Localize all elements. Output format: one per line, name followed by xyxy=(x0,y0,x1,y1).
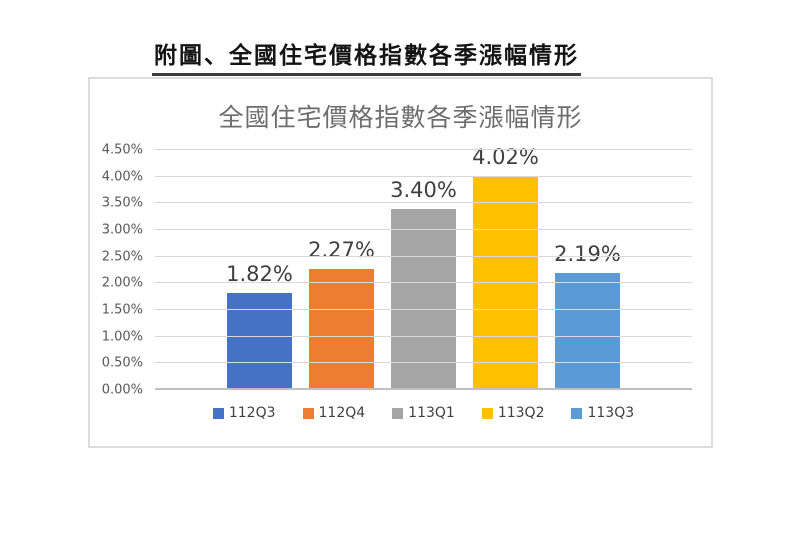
legend-label: 113Q2 xyxy=(497,405,545,421)
gridline xyxy=(155,175,692,177)
gridline xyxy=(155,309,692,310)
gridline xyxy=(155,282,692,284)
document-heading: 附圖、全國住宅價格指數各季漲幅情形 xyxy=(152,44,581,76)
data-label-113Q1: 3.40% xyxy=(390,177,457,202)
data-label-112Q4: 2.27% xyxy=(308,237,375,262)
chart-title: 全國住宅價格指數各季漲幅情形 xyxy=(218,103,583,132)
y-axis: 0.00% 0.50% 1.00% 1.50% 2.00% 2.50% 3.00% 3.50%… xyxy=(90,143,143,398)
y-axis-tick-label: 3.50% xyxy=(101,195,143,211)
legend-swatch-icon xyxy=(481,407,493,419)
legend-label: 113Q1 xyxy=(408,405,455,421)
gridline xyxy=(155,229,692,230)
gridline xyxy=(155,202,692,204)
y-axis-tick-label: 2.50% xyxy=(101,249,143,265)
gridline xyxy=(155,335,692,337)
y-axis-tick-label: 4.50% xyxy=(101,142,143,158)
gridline xyxy=(155,149,692,150)
legend-item-112Q4: 112Q4 xyxy=(302,405,366,421)
y-axis-tick-label: 1.00% xyxy=(101,329,143,345)
bar-112Q4 xyxy=(309,268,374,390)
bar-wrap-113Q1: 3.40% xyxy=(390,178,457,390)
bar-wrap-113Q3: 2.19% xyxy=(554,242,621,390)
chart: 全國住宅價格指數各季漲幅情形 0.00% 0.50% 1.00% 1.50% 2.00%… xyxy=(88,77,713,448)
plot-area: 1.82% 2.27% 3.40% 4.02% 2.19% xyxy=(155,145,692,390)
data-label-113Q3: 2.19% xyxy=(554,242,621,267)
legend-item-113Q1: 113Q1 xyxy=(392,405,455,421)
bar-112Q3 xyxy=(227,292,292,390)
bar-113Q3 xyxy=(555,273,620,390)
y-axis-tick-label: 2.00% xyxy=(101,275,143,291)
y-axis-tick-label: 4.00% xyxy=(101,169,143,185)
x-axis-line xyxy=(155,388,692,390)
legend-swatch-icon xyxy=(571,407,583,419)
bar-113Q1 xyxy=(391,208,456,390)
data-label-113Q2: 4.02% xyxy=(472,144,539,169)
legend-label: 113Q3 xyxy=(587,405,635,421)
legend-swatch-icon xyxy=(212,407,224,419)
legend-swatch-icon xyxy=(392,407,404,419)
bar-group: 1.82% 2.27% 3.40% 4.02% 2.19% xyxy=(155,145,692,390)
gridline xyxy=(155,362,692,364)
legend-swatch-icon xyxy=(302,407,314,419)
legend: 112Q3 112Q4 113Q1 113Q2 113Q3 xyxy=(155,405,692,421)
legend-label: 112Q3 xyxy=(228,405,276,421)
legend-item-112Q3: 112Q3 xyxy=(212,405,276,421)
legend-item-113Q2: 113Q2 xyxy=(481,405,545,421)
gridline xyxy=(155,255,692,257)
legend-item-113Q3: 113Q3 xyxy=(571,405,634,421)
y-axis-tick-label: 3.00% xyxy=(101,222,143,238)
bar-wrap-112Q3: 1.82% xyxy=(226,262,293,390)
legend-label: 112Q4 xyxy=(318,405,366,421)
y-axis-tick-label: 0.50% xyxy=(101,355,143,371)
data-label-112Q3: 1.82% xyxy=(226,261,293,286)
y-axis-tick-label: 1.50% xyxy=(101,302,143,318)
bar-wrap-112Q4: 2.27% xyxy=(308,238,375,390)
y-axis-tick-label: 0.00% xyxy=(101,382,143,398)
